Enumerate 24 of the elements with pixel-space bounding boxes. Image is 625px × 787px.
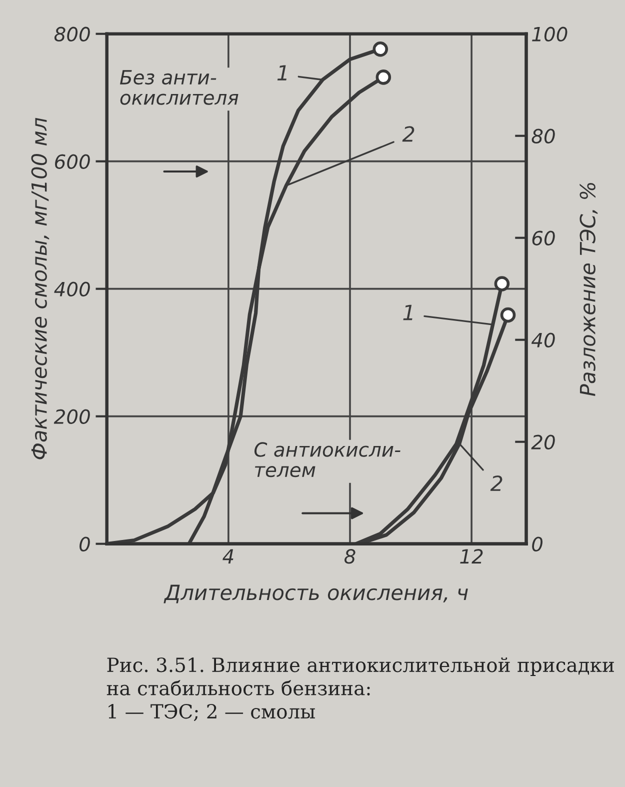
y-tick-label: 400 [54,282,90,296]
y2-tick-label: 80 [532,128,555,144]
y2-axis-title: Разложение ТЭС, % [580,182,598,396]
y-tick-label: 800 [54,26,90,42]
text: 2 [402,126,414,142]
y-tick-label: 200 [54,409,90,424]
legend-label: 1 [277,65,286,80]
y-tick-label: 600 [55,154,90,169]
y-axis-title: Фактические смолы, мг/100 мл [31,118,50,460]
y2-tick-label: 20 [531,434,555,450]
legend-label: 1 [403,304,412,320]
x-tick-label: 8 [344,549,356,564]
y2-tick-label: 0 [532,536,543,552]
x-axis-title: Длительность окисления, ч [164,584,468,604]
annotation: С антиокисли- телем [254,442,400,478]
text: 2 [490,475,502,491]
text: Рис. 3.51. Влияние антиокислительной присадки на стабильность бензина: 1 — ТЭС; 2 — смолы [106,657,614,722]
x-tick-label: 12 [460,549,483,564]
y-tick-label: 0 [80,536,90,552]
annotation: Без анти- окислителя [120,70,238,105]
y2-tick-label: 40 [531,332,555,348]
y2-tick-label: 60 [532,230,555,246]
y2-tick-label: 100 [532,26,568,42]
x-tick-label: 4 [222,549,234,564]
